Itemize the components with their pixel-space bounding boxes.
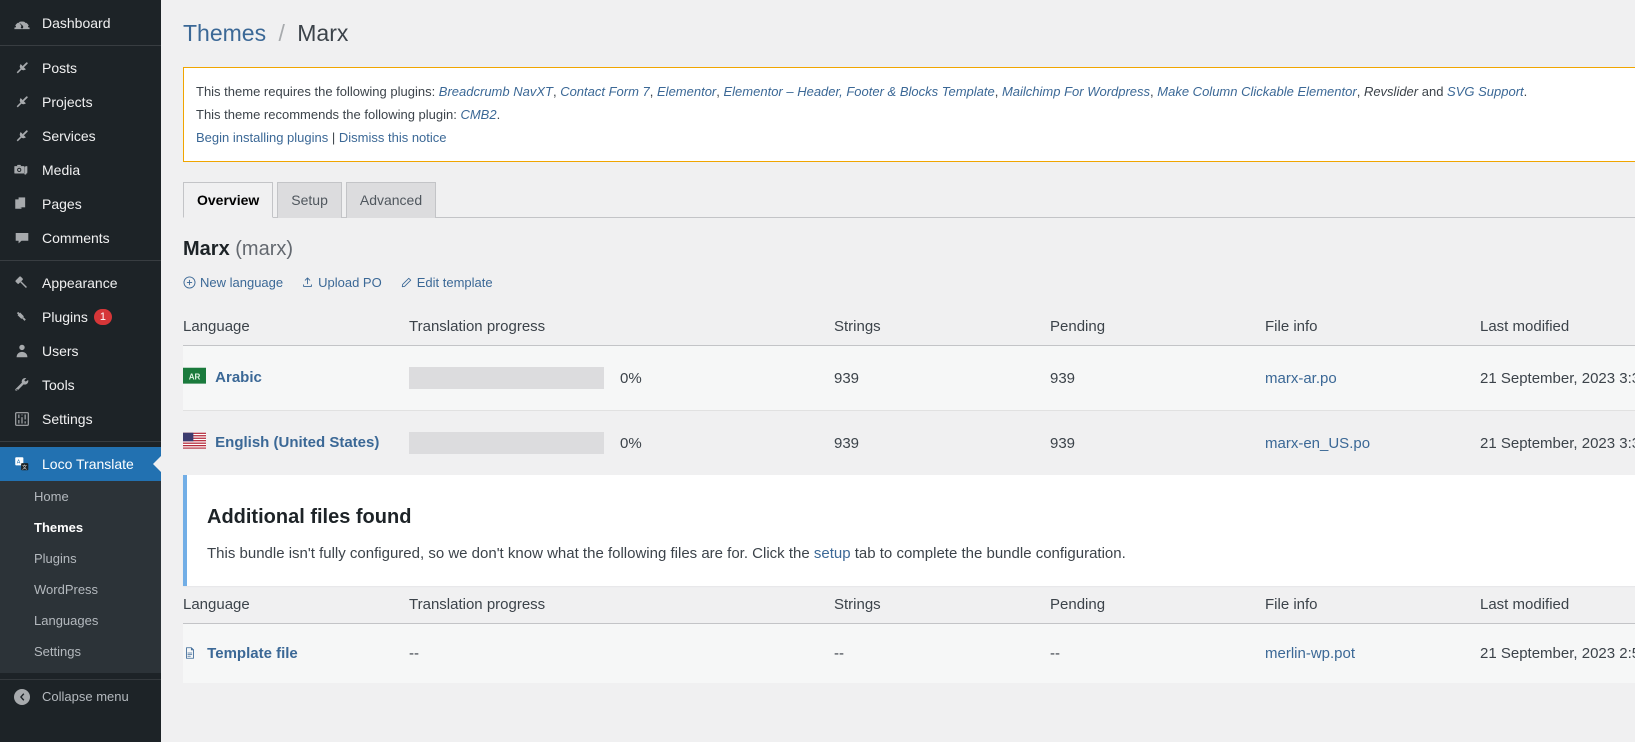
svg-text:AR: AR: [189, 373, 201, 382]
svg-text:A: A: [17, 460, 21, 466]
